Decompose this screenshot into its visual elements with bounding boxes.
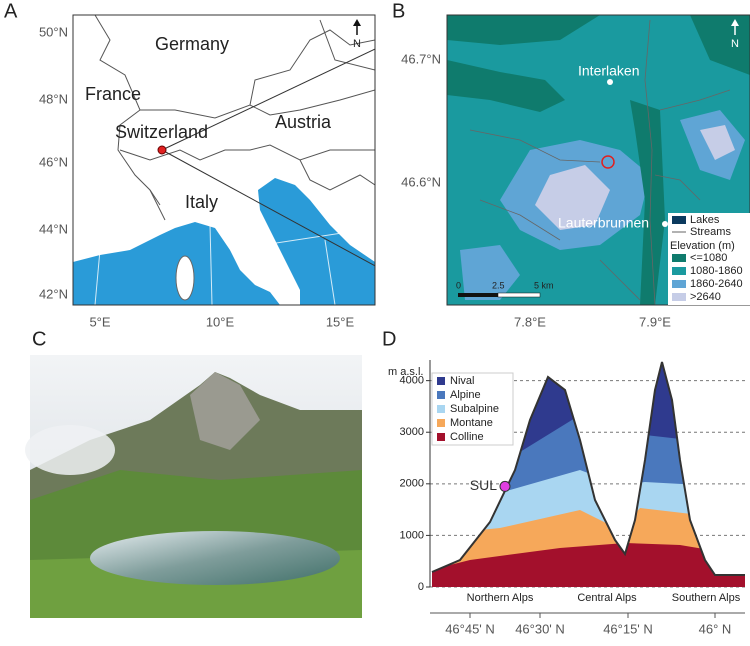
legend-label: 1860-2640 (690, 278, 743, 290)
y-tick-label: 2000 (400, 478, 424, 490)
zoom-line (161, 149, 375, 267)
terrain (700, 125, 735, 160)
scale-label: 2.5 (492, 280, 505, 290)
streams (469, 19, 731, 305)
legend-label: Colline (450, 431, 484, 443)
legend-swatch (672, 267, 686, 275)
country-label: Italy (185, 192, 218, 212)
panel-label: C (32, 328, 46, 350)
legend-label: Alpine (450, 389, 481, 401)
legend-swatch (437, 405, 445, 413)
country-label: Switzerland (115, 122, 208, 142)
legend-box (431, 372, 514, 446)
x-tick-label: 46°15' N (603, 621, 653, 636)
scale-label: 5 km (534, 280, 554, 290)
north-arrow: N (731, 19, 739, 50)
graticule (94, 224, 375, 305)
y-tick-label: 4000 (400, 375, 424, 387)
country-label: Austria (275, 112, 332, 132)
legend-swatch (672, 216, 686, 224)
map-frame (446, 14, 750, 306)
band (432, 543, 745, 587)
legend-label: Streams (690, 226, 731, 238)
map-frame (72, 14, 376, 306)
terrain (460, 245, 520, 300)
panel-label: D (382, 328, 396, 350)
region-label: Northern Alps (467, 592, 534, 604)
lon-label: 10°E (206, 314, 235, 329)
legend-title: Elevation (m) (670, 240, 735, 252)
lon-label: 7.8°E (514, 314, 546, 329)
terrain (447, 15, 600, 45)
legend-b: Lakes Streams Elevation (m) <=10801080-1… (668, 213, 750, 305)
panel-label: A (4, 0, 18, 22)
x-tick-label: 46° N (699, 621, 732, 636)
scale-label: 0 (456, 280, 461, 290)
y-tick-label: 3000 (400, 426, 424, 438)
place-label: Interlaken (578, 63, 639, 79)
borders (94, 15, 375, 221)
profile-chart: 0 1000 2000 3000 4000 m a.s.l. Nival Alpine Su… (388, 360, 745, 636)
scale-bar (497, 292, 541, 298)
lon-label: 15°E (326, 314, 355, 329)
map-a (73, 15, 375, 305)
x-tick-label: 46°30' N (515, 621, 565, 636)
map-b (447, 15, 750, 305)
sea (73, 222, 280, 305)
legend-swatch (672, 293, 686, 301)
legend-swatch (672, 280, 686, 288)
place-marker (607, 79, 613, 85)
profile-outline (431, 361, 745, 576)
site-marker (601, 155, 615, 169)
legend-swatch (437, 419, 445, 427)
legend-swatch (437, 377, 445, 385)
scale-bar (458, 293, 498, 297)
terrain (447, 60, 565, 112)
lat-label: 48°N (39, 91, 68, 106)
legend-label: <=1080 (690, 252, 727, 264)
zoom-line (161, 48, 375, 151)
lat-label: 50°N (39, 24, 68, 39)
lat-label: 42°N (39, 286, 68, 301)
lon-label: 7.9°E (639, 314, 671, 329)
place-marker (662, 221, 668, 227)
country-label: Germany (155, 34, 229, 54)
legend-label: Nival (450, 375, 474, 387)
terrain (535, 165, 610, 230)
region-label: Southern Alps (672, 592, 741, 604)
sea (258, 178, 375, 305)
island (175, 255, 195, 301)
country-label: France (85, 84, 141, 104)
legend-label: Subalpine (450, 403, 499, 415)
y-tick-label: 0 (418, 581, 424, 593)
legend-swatch (437, 391, 445, 399)
photo (25, 355, 362, 618)
site-label: SUL (470, 477, 497, 493)
site-point (499, 480, 511, 492)
lat-label: 46°N (39, 154, 68, 169)
lat-label: 44°N (39, 221, 68, 236)
region-label: Central Alps (577, 592, 637, 604)
legend-label: Lakes (690, 214, 720, 226)
north-arrow: N (353, 19, 361, 50)
north-label: N (353, 38, 361, 50)
lon-label: 5°E (89, 314, 110, 329)
site-marker (157, 145, 167, 155)
legend-swatch (672, 254, 686, 262)
legend-label: Montane (450, 417, 493, 429)
y-tick-label: 1000 (400, 529, 424, 541)
legend-label: >2640 (690, 291, 721, 303)
legend-label: 1080-1860 (690, 265, 743, 277)
terrain (630, 100, 665, 305)
y-axis-label: m a.s.l. (388, 366, 423, 378)
legend-swatch (437, 433, 445, 441)
panel-label: B (392, 0, 405, 22)
lat-label: 46.6°N (401, 174, 441, 189)
lat-label: 46.7°N (401, 51, 441, 66)
x-tick-label: 46°45' N (445, 621, 495, 636)
north-label: N (731, 38, 739, 50)
place-label: Lauterbrunnen (558, 215, 649, 231)
